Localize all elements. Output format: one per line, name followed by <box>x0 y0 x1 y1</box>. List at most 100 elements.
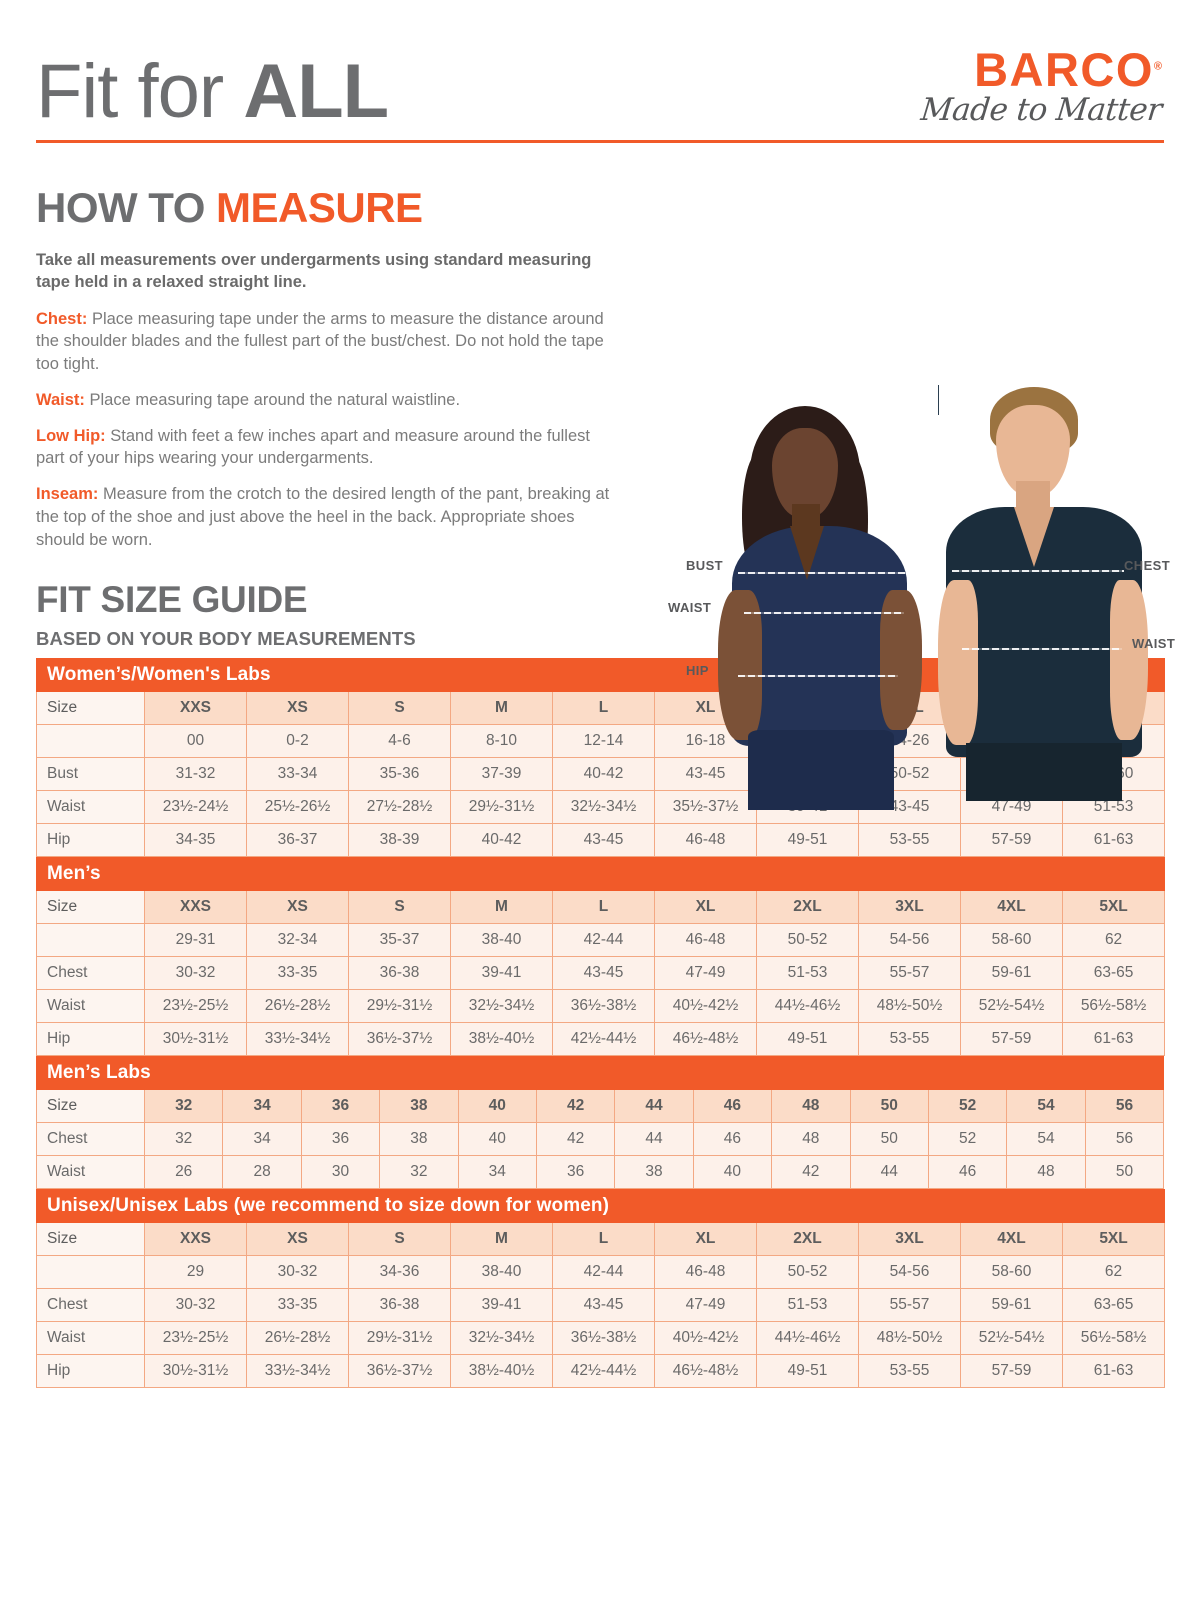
measure-cell: 33½-34½ <box>246 1354 349 1389</box>
measure-cell: 40-42 <box>552 757 655 792</box>
measure-cell: 30½-31½ <box>144 1022 247 1057</box>
size-cell: S <box>348 1222 451 1257</box>
measure-cell: 44 <box>849 1155 929 1190</box>
measure-cell: 40-42 <box>450 823 553 858</box>
page-title: Fit for ALL <box>36 53 389 129</box>
measure-lede: Take all measurements over undergarments… <box>36 251 592 292</box>
table-row: Hip 34-35 36-37 38-39 40-42 43-45 46-48 … <box>36 823 1166 858</box>
page-title-light: Fit for <box>36 48 244 134</box>
table-row: Chest 30-32 33-35 36-38 39-41 43-45 47-4… <box>36 956 1166 991</box>
numeric-cell: 29-31 <box>144 923 247 958</box>
row-label-size: Size <box>36 691 145 726</box>
measure-cell: 33-35 <box>246 1288 349 1323</box>
size-cell: XXS <box>144 1222 247 1257</box>
size-cell: S <box>348 691 451 726</box>
measure-cell: 36½-37½ <box>348 1022 451 1057</box>
measure-cell: 54 <box>1006 1122 1086 1157</box>
table-row: Hip 30½-31½ 33½-34½ 36½-37½ 38½-40½ 42½-… <box>36 1022 1166 1057</box>
table-row-numeric: 29 30-32 34-36 38-40 42-44 46-48 50-52 5… <box>36 1255 1166 1290</box>
size-cell: 36 <box>300 1089 381 1124</box>
measure-cell: 52 <box>927 1122 1008 1157</box>
header-divider <box>36 140 1164 143</box>
measure-cell: 33-35 <box>246 956 349 991</box>
size-cell: XL <box>654 890 757 925</box>
size-cell: 4XL <box>960 1222 1063 1257</box>
numeric-cell: 62 <box>1061 1255 1166 1290</box>
size-cell: S <box>348 890 451 925</box>
measure-cell: 25½-26½ <box>246 790 349 825</box>
measure-cell: 32½-34½ <box>450 989 553 1024</box>
measure-cell: 32½-34½ <box>552 790 655 825</box>
numeric-cell: 35-37 <box>348 923 451 958</box>
size-cell: M <box>450 890 553 925</box>
numeric-cell: 34-36 <box>348 1255 451 1290</box>
table-row-sizes: Size XXS XS S M L XL 2XL 3XL 4XL 5XL <box>36 890 1166 925</box>
numeric-cell: 38-40 <box>450 1255 553 1290</box>
measure-cell: 36½-37½ <box>348 1354 451 1389</box>
measure-cell: 30-32 <box>144 956 247 991</box>
label-waist-left: WAIST <box>668 600 712 615</box>
label-waist-right: WAIST <box>1132 636 1176 651</box>
size-cell: XS <box>246 1222 349 1257</box>
table-band-label: Men’s <box>35 857 1166 892</box>
measure-cell: 36 <box>535 1155 616 1190</box>
measure-item-waist: Waist: Place measuring tape around the n… <box>36 389 611 412</box>
row-label-hip: Hip <box>36 823 145 858</box>
numeric-cell: 50-52 <box>756 923 859 958</box>
brand-wordmark: BARCO® <box>974 46 1162 93</box>
measure-cell: 38-39 <box>348 823 451 858</box>
measure-cell: 26 <box>143 1155 224 1190</box>
waist-measure-line-male <box>962 648 1122 650</box>
table-band-label: Men’s Labs <box>35 1056 1165 1091</box>
how-to-measure-heading: HOW TO MEASURE <box>36 187 1164 229</box>
measure-item-inseam-text: Measure from the crotch to the desired l… <box>36 485 610 549</box>
measure-cell: 34-35 <box>144 823 247 858</box>
row-label-hip: Hip <box>36 1354 145 1389</box>
measure-cell: 38½-40½ <box>450 1022 553 1057</box>
numeric-cell: 58-60 <box>960 1255 1063 1290</box>
measure-cell: 50 <box>849 1122 929 1157</box>
measure-cell: 42½-44½ <box>552 1022 655 1057</box>
size-cell: 4XL <box>960 890 1063 925</box>
measure-cell: 61-63 <box>1061 1354 1166 1389</box>
measure-cell: 32½-34½ <box>450 1321 553 1356</box>
size-cell: 32 <box>143 1089 224 1124</box>
brand-name-text: BARCO <box>974 43 1154 96</box>
size-cell: XXS <box>144 890 247 925</box>
measure-cell: 44½-46½ <box>756 989 859 1024</box>
measure-cell: 29½-31½ <box>348 1321 451 1356</box>
measure-cell: 36 <box>300 1122 381 1157</box>
measure-cell: 40½-42½ <box>654 1321 757 1356</box>
row-label-hip: Hip <box>36 1022 145 1057</box>
measure-cell: 57-59 <box>960 1022 1063 1057</box>
size-table-unisex: Unisex/Unisex Labs (we recommend to size… <box>35 1189 1166 1389</box>
measure-cell: 23½-25½ <box>144 989 247 1024</box>
size-cell: L <box>552 691 655 726</box>
row-label-size: Size <box>36 1089 145 1124</box>
male-scrub-top <box>946 507 1142 757</box>
size-cell: L <box>552 890 655 925</box>
size-cell: 38 <box>379 1089 459 1124</box>
measure-cell: 42 <box>771 1155 851 1190</box>
size-table-mens: Men’s Size XXS XS S M L XL 2XL 3XL 4XL 5… <box>35 857 1166 1057</box>
female-right-arm <box>880 590 922 730</box>
measure-cell: 47-49 <box>654 956 757 991</box>
size-cell: 2XL <box>756 1222 859 1257</box>
measure-cell: 63-65 <box>1061 1288 1166 1323</box>
page-header: Fit for ALL BARCO® Made to Matter <box>36 0 1164 129</box>
measure-cell: 59-61 <box>960 1288 1063 1323</box>
measure-item-chest-text: Place measuring tape under the arms to m… <box>36 309 604 374</box>
measure-cell: 36-38 <box>348 956 451 991</box>
measure-cell: 31-32 <box>144 757 247 792</box>
heading-accent: MEASURE <box>216 184 423 231</box>
table-band-label: Unisex/Unisex Labs (we recommend to size… <box>35 1189 1166 1224</box>
measure-cell: 52½-54½ <box>960 989 1063 1024</box>
numeric-cell: 00 <box>144 724 247 759</box>
numeric-cell: 29 <box>144 1255 247 1290</box>
measure-cell: 46½-48½ <box>654 1022 757 1057</box>
size-cell: 50 <box>849 1089 929 1124</box>
measure-cell: 63-65 <box>1061 956 1166 991</box>
size-cell: 42 <box>535 1089 616 1124</box>
bust-measure-line <box>738 572 906 574</box>
measure-cell: 44½-46½ <box>756 1321 859 1356</box>
